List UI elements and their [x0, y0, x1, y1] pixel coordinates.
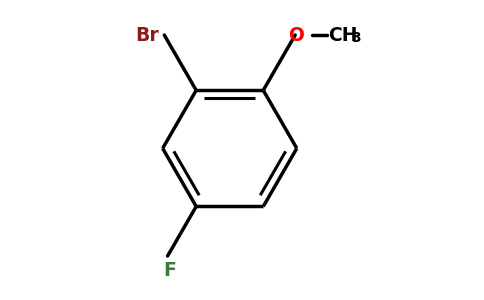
Text: 3: 3 [351, 31, 361, 45]
Text: O: O [288, 26, 304, 44]
Text: Br: Br [135, 26, 159, 44]
Text: CH: CH [328, 26, 357, 44]
Text: F: F [164, 261, 177, 280]
